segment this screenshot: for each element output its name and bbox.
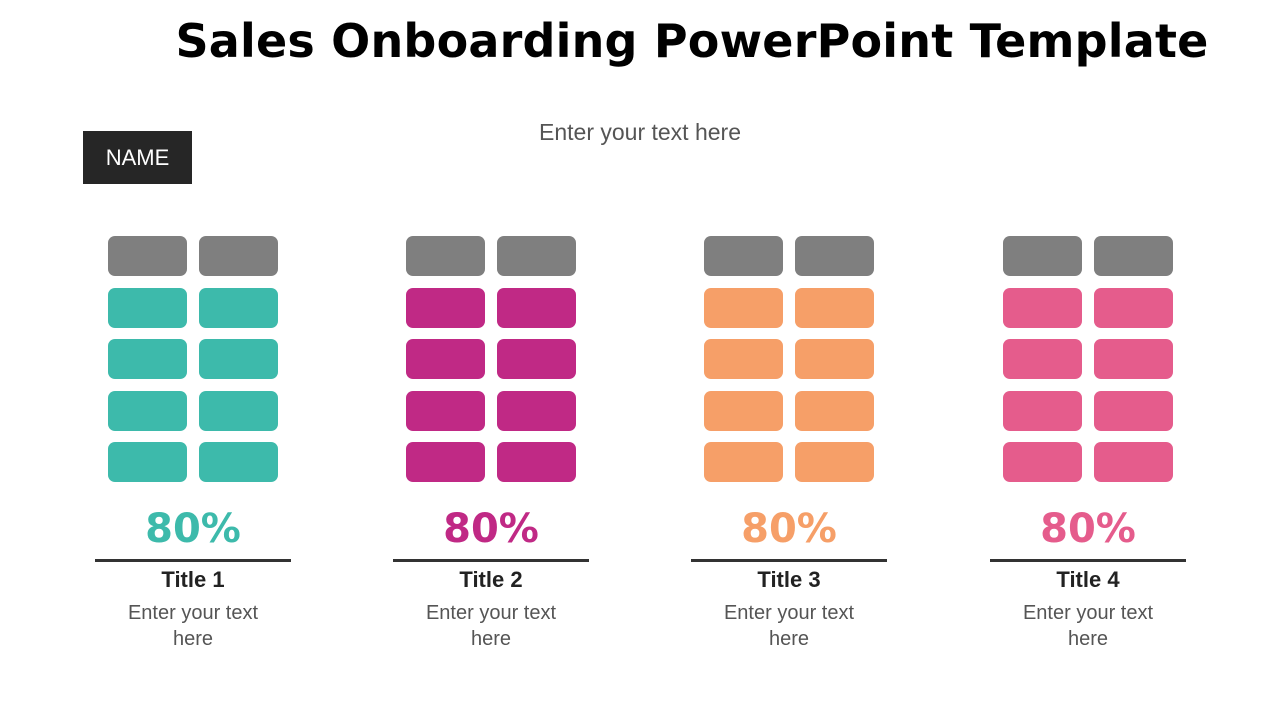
progress-block (1094, 339, 1173, 379)
block-grid (704, 236, 874, 482)
block-grid (108, 236, 278, 482)
slide-subtitle: Enter your text here (539, 119, 741, 145)
progress-block (497, 442, 576, 482)
progress-block (704, 390, 783, 431)
column-text: Enter your text here (127, 602, 259, 650)
progress-block (795, 287, 874, 328)
progress-block (1094, 287, 1173, 328)
divider-line (990, 559, 1186, 562)
progress-block (406, 236, 485, 276)
progress-block (108, 390, 187, 431)
progress-block (199, 390, 278, 431)
column-title: Title 2 (459, 567, 523, 592)
column-title: Title 4 (1056, 567, 1120, 592)
progress-block (406, 287, 485, 328)
progress-block (795, 390, 874, 431)
progress-block (108, 339, 187, 379)
column-title: Title 1 (161, 567, 225, 592)
name-badge: NAME (83, 131, 192, 184)
divider-line (691, 559, 887, 562)
percent-value: 80% (145, 506, 241, 552)
progress-block (704, 236, 783, 276)
progress-block (108, 236, 187, 276)
progress-block (795, 236, 874, 276)
progress-block (497, 287, 576, 328)
progress-block (497, 390, 576, 431)
progress-block (1094, 442, 1173, 482)
progress-block (704, 442, 783, 482)
progress-block (199, 287, 278, 328)
percent-value: 80% (443, 506, 539, 552)
slide-title: Sales Onboarding PowerPoint Template (175, 14, 1209, 68)
divider-line (95, 559, 291, 562)
percent-value: 80% (1040, 506, 1136, 552)
progress-block (795, 339, 874, 379)
progress-block (199, 339, 278, 379)
stat-column-2: 80% Title 2 Enter your text here (393, 236, 589, 650)
progress-block (704, 287, 783, 328)
column-title: Title 3 (757, 567, 821, 592)
progress-block (199, 442, 278, 482)
progress-block (1003, 390, 1082, 431)
column-text: Enter your text here (1022, 602, 1154, 650)
stat-column-1: 80% Title 1 Enter your text here (95, 236, 291, 650)
column-text: Enter your text here (723, 602, 855, 650)
progress-block (704, 339, 783, 379)
progress-block (497, 236, 576, 276)
progress-block (406, 390, 485, 431)
block-grid (406, 236, 576, 482)
stat-column-4: 80% Title 4 Enter your text here (990, 236, 1186, 650)
progress-block (108, 287, 187, 328)
progress-block (497, 339, 576, 379)
stat-column-3: 80% Title 3 Enter your text here (691, 236, 887, 650)
column-text: Enter your text here (425, 602, 557, 650)
progress-block (1003, 339, 1082, 379)
progress-block (1003, 442, 1082, 482)
progress-block (1003, 287, 1082, 328)
progress-block (1003, 236, 1082, 276)
block-grid (1003, 236, 1173, 482)
progress-block (199, 236, 278, 276)
progress-block (406, 339, 485, 379)
progress-block (1094, 390, 1173, 431)
progress-block (1094, 236, 1173, 276)
progress-block (795, 442, 874, 482)
name-badge-label: NAME (105, 144, 170, 170)
progress-block (108, 442, 187, 482)
progress-block (406, 442, 485, 482)
divider-line (393, 559, 589, 562)
percent-value: 80% (741, 506, 837, 552)
